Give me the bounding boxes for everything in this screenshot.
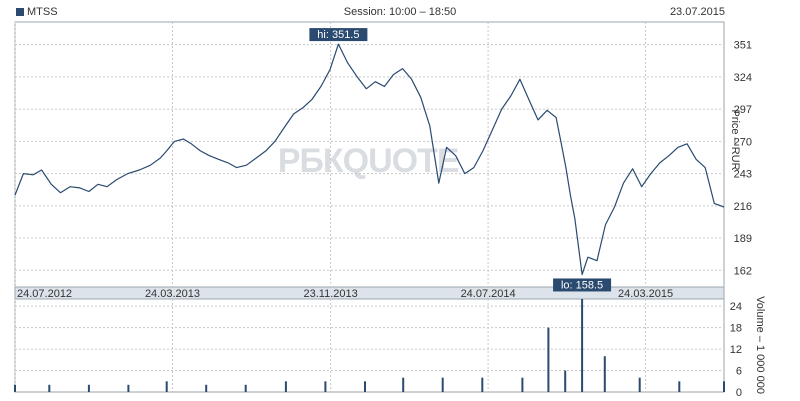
price-tick-label: 270 xyxy=(734,136,752,148)
volume-tick-label: 24 xyxy=(730,301,742,313)
ticker-label: MTSS xyxy=(27,6,58,18)
low-annotation-label: lo: 158.5 xyxy=(561,279,603,291)
price-tick-label: 189 xyxy=(734,233,752,245)
session-label: Session: 10:00 – 18:50 xyxy=(343,6,457,18)
volume-bar xyxy=(127,384,130,392)
volume-bar xyxy=(284,381,287,392)
watermark-logo: РБКQUOTE xyxy=(278,142,459,180)
volume-bar xyxy=(402,377,405,392)
high-annotation-box xyxy=(309,28,368,42)
price-panel xyxy=(14,21,725,288)
price-tick-label: 297 xyxy=(734,104,752,116)
x-tick-label: 24.07.2014 xyxy=(461,288,516,300)
volume-bar xyxy=(205,384,208,392)
price-tick-label: 243 xyxy=(734,169,752,181)
price-series-line xyxy=(14,43,725,276)
volume-tick-label: 6 xyxy=(736,366,742,378)
volume-bar xyxy=(603,356,606,392)
volume-bar xyxy=(723,381,725,392)
volume-bar xyxy=(581,299,584,392)
series-swatch-icon xyxy=(16,8,24,16)
volume-bar xyxy=(87,384,90,392)
ticker-legend: MTSS xyxy=(16,6,58,18)
volume-bar xyxy=(678,381,681,392)
volume-bar xyxy=(324,381,327,392)
price-axis-label: Price – RUR xyxy=(729,109,741,170)
date-label: 23.07.2015 xyxy=(669,6,725,18)
volume-bar xyxy=(521,377,524,392)
low-annotation-box xyxy=(553,278,612,292)
volume-bar xyxy=(14,384,16,392)
volume-bar xyxy=(364,381,366,392)
volume-tick-label: 12 xyxy=(730,344,742,356)
volume-bar xyxy=(165,381,168,392)
volume-bar xyxy=(244,384,247,392)
price-tick-label: 216 xyxy=(734,201,752,213)
volume-axis-label: Volume – 1 000 000 xyxy=(754,296,766,394)
volume-bar xyxy=(638,377,641,392)
x-tick-label: 24.07.2012 xyxy=(17,288,72,300)
volume-bar xyxy=(564,370,567,392)
price-tick-label: 162 xyxy=(734,265,752,277)
volume-bar xyxy=(441,377,444,392)
price-tick-label: 351 xyxy=(734,40,752,52)
high-annotation-label: hi: 351.5 xyxy=(317,29,359,41)
x-tick-label: 24.03.2013 xyxy=(145,288,200,300)
volume-tick-label: 18 xyxy=(730,323,742,335)
x-tick-label: 23.11.2013 xyxy=(303,288,357,300)
volume-panel xyxy=(14,298,725,393)
volume-tick-label: 0 xyxy=(736,387,742,399)
volume-bar xyxy=(547,327,550,392)
volume-bar xyxy=(481,377,484,392)
price-tick-label: 324 xyxy=(734,72,752,84)
x-tick-label: 24.03.2015 xyxy=(618,288,673,300)
volume-bar xyxy=(48,384,51,392)
